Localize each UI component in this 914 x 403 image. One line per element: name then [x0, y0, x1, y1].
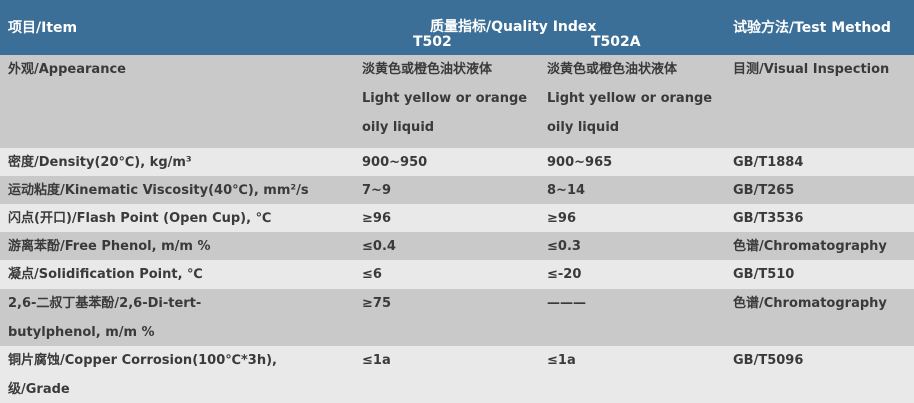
table-row: 2,6-二叔丁基苯酚/2,6-Di-tert-butylphenol, m/m … [0, 289, 914, 346]
cell-text: Light yellow or orange [547, 91, 713, 106]
table-cell: GB/T1884 [733, 148, 803, 177]
cell-text: 900~950 [362, 155, 428, 170]
cell-text: oily liquid [547, 120, 620, 135]
cell-text: 目测/Visual Inspection [733, 62, 890, 77]
cell-text: ≥75 [362, 296, 391, 311]
table-row: 外观/Appearance 淡黄色或橙色油状液体 Light yellow or o… [0, 55, 914, 148]
cell-text: Light yellow or orange [362, 91, 528, 106]
cell-text: 密度/Density(20℃), kg/m³ [8, 155, 192, 170]
table-cell: ≥75 [362, 289, 391, 318]
header-item: 项目/Item [8, 20, 78, 36]
table-cell: ≥96 [362, 204, 391, 233]
cell-text: ≥96 [362, 211, 391, 226]
table-row: 密度/Density(20℃), kg/m³ 900~950 900~965 GB/T… [0, 148, 914, 176]
table-cell: GB/T265 [733, 176, 794, 205]
table-row: 铜片腐蚀/Copper Corrosion(100℃*3h), 级/Grade ≤1… [0, 346, 914, 403]
table-cell: 运动粘度/Kinematic Viscosity(40℃), mm²/s [8, 176, 309, 205]
cell-text: 8~14 [547, 183, 586, 198]
table-cell: ≤-20 [547, 260, 581, 289]
cell-text: 淡黄色或橙色油状液体 [547, 62, 678, 77]
cell-text: 2,6-二叔丁基苯酚/2,6-Di-tert- [8, 296, 202, 311]
cell-text: ≤0.4 [362, 239, 396, 254]
table-cell: ——— [547, 289, 586, 318]
table-cell: 8~14 [547, 176, 585, 205]
cell-text: 色谱/Chromatography [733, 239, 887, 254]
table-row: 凝点/Solidification Point, ℃ ≤6 ≤-20 GB/T510 [0, 260, 914, 289]
table-cell: 900~965 [547, 148, 612, 177]
table-cell: 淡黄色或橙色油状液体 Light yellow or orange oily liq… [362, 55, 527, 142]
table-cell: GB/T3536 [733, 204, 803, 233]
table-cell: ≤0.3 [547, 232, 581, 261]
cell-text: ≤1a [547, 353, 576, 368]
header-test-method: 试验方法/Test Method [733, 20, 891, 36]
cell-text: ≤6 [362, 267, 382, 282]
cell-text: 铜片腐蚀/Copper Corrosion(100℃*3h), [8, 353, 277, 368]
table-cell: 凝点/Solidification Point, ℃ [8, 260, 203, 289]
cell-text: GB/T5096 [733, 353, 804, 368]
header-quality-index: 质量指标/Quality Index [430, 19, 597, 35]
cell-text: GB/T1884 [733, 155, 804, 170]
table-cell: ≤0.4 [362, 232, 396, 261]
cell-text: butylphenol, m/m % [8, 325, 155, 340]
table-cell: 900~950 [362, 148, 427, 177]
cell-text: 900~965 [547, 155, 613, 170]
table-cell: 淡黄色或橙色油状液体 Light yellow or orange oily liq… [547, 55, 712, 142]
cell-text: ≥96 [547, 211, 576, 226]
cell-text: 7~9 [362, 183, 391, 198]
table-cell: 闪点(开口)/Flash Point (Open Cup), ℃ [8, 204, 271, 233]
table-cell: ≤1a [362, 346, 391, 375]
cell-text: GB/T3536 [733, 211, 804, 226]
cell-text: GB/T510 [733, 267, 795, 282]
cell-text: ≤0.3 [547, 239, 581, 254]
cell-text: GB/T265 [733, 183, 795, 198]
table-cell: 7~9 [362, 176, 391, 205]
cell-text: 游离苯酚/Free Phenol, m/m % [8, 239, 211, 254]
header-grade: T502 [413, 34, 452, 50]
table-header: 项目/Item 质量指标/Quality Index T502 T502A 试验… [0, 0, 914, 55]
table-cell: 色谱/Chromatography [733, 289, 887, 318]
cell-text: 色谱/Chromatography [733, 296, 887, 311]
cell-text: 淡黄色或橙色油状液体 [362, 62, 493, 77]
table-cell: GB/T5096 [733, 346, 803, 375]
table-row: 运动粘度/Kinematic Viscosity(40℃), mm²/s 7~9 8… [0, 176, 914, 204]
header-grade: T502A [591, 34, 641, 50]
table-cell: 目测/Visual Inspection [733, 55, 889, 84]
table-cell: 外观/Appearance [8, 55, 126, 84]
table-cell: 密度/Density(20℃), kg/m³ [8, 148, 192, 177]
table-row: 游离苯酚/Free Phenol, m/m % ≤0.4 ≤0.3 色谱/Chroma… [0, 232, 914, 260]
cell-text: oily liquid [362, 120, 435, 135]
table-cell: ≥96 [547, 204, 576, 233]
table-cell: 2,6-二叔丁基苯酚/2,6-Di-tert-butylphenol, m/m … [8, 289, 201, 347]
table-cell: 色谱/Chromatography [733, 232, 887, 261]
cell-text: 闪点(开口)/Flash Point (Open Cup), ℃ [8, 211, 272, 226]
table-cell: 游离苯酚/Free Phenol, m/m % [8, 232, 210, 261]
cell-text: 外观/Appearance [8, 62, 126, 77]
table-cell: 铜片腐蚀/Copper Corrosion(100℃*3h), 级/Grade [8, 346, 277, 403]
table-row: 闪点(开口)/Flash Point (Open Cup), ℃ ≥96 ≥96 GB… [0, 204, 914, 232]
table-cell: ≤1a [547, 346, 576, 375]
cell-text: ——— [547, 296, 586, 311]
cell-text: ≤1a [362, 353, 391, 368]
cell-text: 级/Grade [8, 382, 70, 397]
cell-text: ≤-20 [547, 267, 582, 282]
table-cell: GB/T510 [733, 260, 794, 289]
cell-text: 运动粘度/Kinematic Viscosity(40℃), mm²/s [8, 183, 309, 198]
table-cell: ≤6 [362, 260, 382, 289]
cell-text: 凝点/Solidification Point, ℃ [8, 267, 203, 282]
